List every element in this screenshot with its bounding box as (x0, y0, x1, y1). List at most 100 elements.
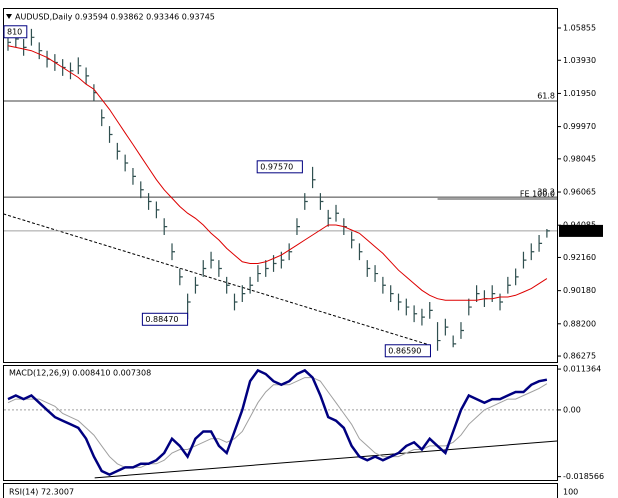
price-bar (468, 298, 472, 316)
rsi-panel (3, 483, 558, 498)
price-bar (358, 243, 363, 261)
annotation-box (141, 312, 189, 326)
price-bar (538, 235, 543, 252)
level-label: 61.8 (537, 91, 555, 100)
signal-line (7, 377, 548, 468)
trend-line (3, 213, 430, 346)
macd-line (7, 368, 548, 476)
price-bar (366, 260, 371, 277)
price-bar (249, 276, 254, 294)
price-bar (515, 268, 519, 286)
price-bar (311, 166, 316, 189)
chart-title: AUDUSD,Daily 0.93594 0.93862 0.93346 0.9… (15, 13, 215, 22)
price-bar (155, 201, 160, 219)
price-bar (218, 260, 222, 277)
price-bar (210, 251, 215, 269)
price-bar (522, 251, 527, 269)
price-bar (382, 276, 386, 294)
price-bar (288, 243, 293, 261)
macd-trend-line (94, 440, 558, 479)
y-tick-label: 0.011364 (563, 365, 601, 374)
price-bar (38, 42, 43, 60)
macd-panel (3, 365, 558, 481)
price-bar (179, 268, 183, 286)
y-tick-label: 0.88200 (563, 319, 596, 328)
moving-average (7, 45, 548, 301)
price-bar (530, 243, 535, 261)
price-bar (491, 285, 496, 303)
annotation-label: 0.88470 (145, 315, 178, 324)
price-bar (265, 260, 269, 277)
price-bar (319, 193, 324, 210)
price-bar (304, 193, 308, 210)
price-bar (507, 276, 511, 294)
price-bar (421, 308, 425, 326)
price-bar (132, 167, 136, 185)
price-bar (101, 109, 105, 127)
price-bar (202, 260, 207, 277)
y-tick-label: 0.92160 (563, 253, 596, 262)
annotation-label: 0.86590 (388, 346, 421, 355)
price-bar (116, 142, 121, 160)
price-bar (257, 265, 261, 282)
level-label: 38.2 (537, 188, 555, 197)
annotation-label: 0.97570 (260, 162, 293, 171)
price-bar (241, 285, 246, 303)
price-bar (296, 218, 300, 236)
y-tick-label: 0.90180 (563, 286, 596, 295)
price-bar (397, 293, 402, 311)
price-bar (429, 302, 433, 319)
price-bar (272, 255, 277, 272)
price-bar (452, 335, 457, 348)
y-tick-label: 0.86275 (563, 352, 596, 361)
y-tick-label: 0.00 (563, 405, 581, 414)
price-bar (374, 265, 379, 282)
price-bar (413, 305, 418, 323)
price-bar (233, 293, 238, 311)
current-price-label: 0.93745 (562, 226, 595, 235)
price-bar (140, 181, 144, 199)
price-bar (476, 285, 480, 303)
price-bar (460, 322, 464, 339)
price-bar (69, 62, 74, 80)
price-bar (546, 228, 550, 238)
price-bar (436, 322, 441, 351)
level-label: FE 100.0 (520, 189, 555, 198)
price-bar (194, 276, 199, 294)
price-bar (405, 298, 410, 316)
rsi-tick-label: 100 (563, 488, 578, 497)
price-bar (226, 276, 230, 294)
y-tick-label: 0.96065 (563, 188, 596, 197)
menu-arrow (6, 14, 12, 19)
price-bar (23, 38, 27, 56)
price-bar (30, 28, 35, 46)
price-bar (108, 126, 113, 143)
rsi-title: RSI(14) 72.3007 (9, 488, 74, 497)
annotation-label: 810 (7, 27, 22, 36)
price-bar (77, 57, 82, 75)
y-tick-label: 0.99970 (563, 122, 596, 131)
price-bar (147, 193, 152, 210)
price-bar (171, 243, 176, 261)
price-bar (85, 67, 90, 85)
price-bar (335, 204, 340, 222)
y-tick-label: 1.03930 (563, 56, 596, 65)
price-bar (444, 318, 449, 336)
current-price-box (559, 224, 603, 237)
price-bar (351, 231, 355, 249)
price-bar (327, 209, 332, 227)
price-bar (124, 154, 129, 172)
price-bar (499, 293, 504, 311)
annotation-box (3, 25, 28, 39)
annotation-box (256, 160, 303, 174)
y-tick-label: -0.018566 (563, 472, 604, 481)
annotation-box (384, 344, 431, 358)
price-bar (390, 285, 394, 303)
price-bar (163, 218, 168, 236)
y-tick-label: 0.98045 (563, 154, 596, 163)
y-tick-label: 1.01950 (563, 89, 596, 98)
y-tick-label: 1.05855 (563, 24, 596, 33)
macd-title: MACD(12,26,9) 0.008410 0.007308 (9, 369, 151, 378)
